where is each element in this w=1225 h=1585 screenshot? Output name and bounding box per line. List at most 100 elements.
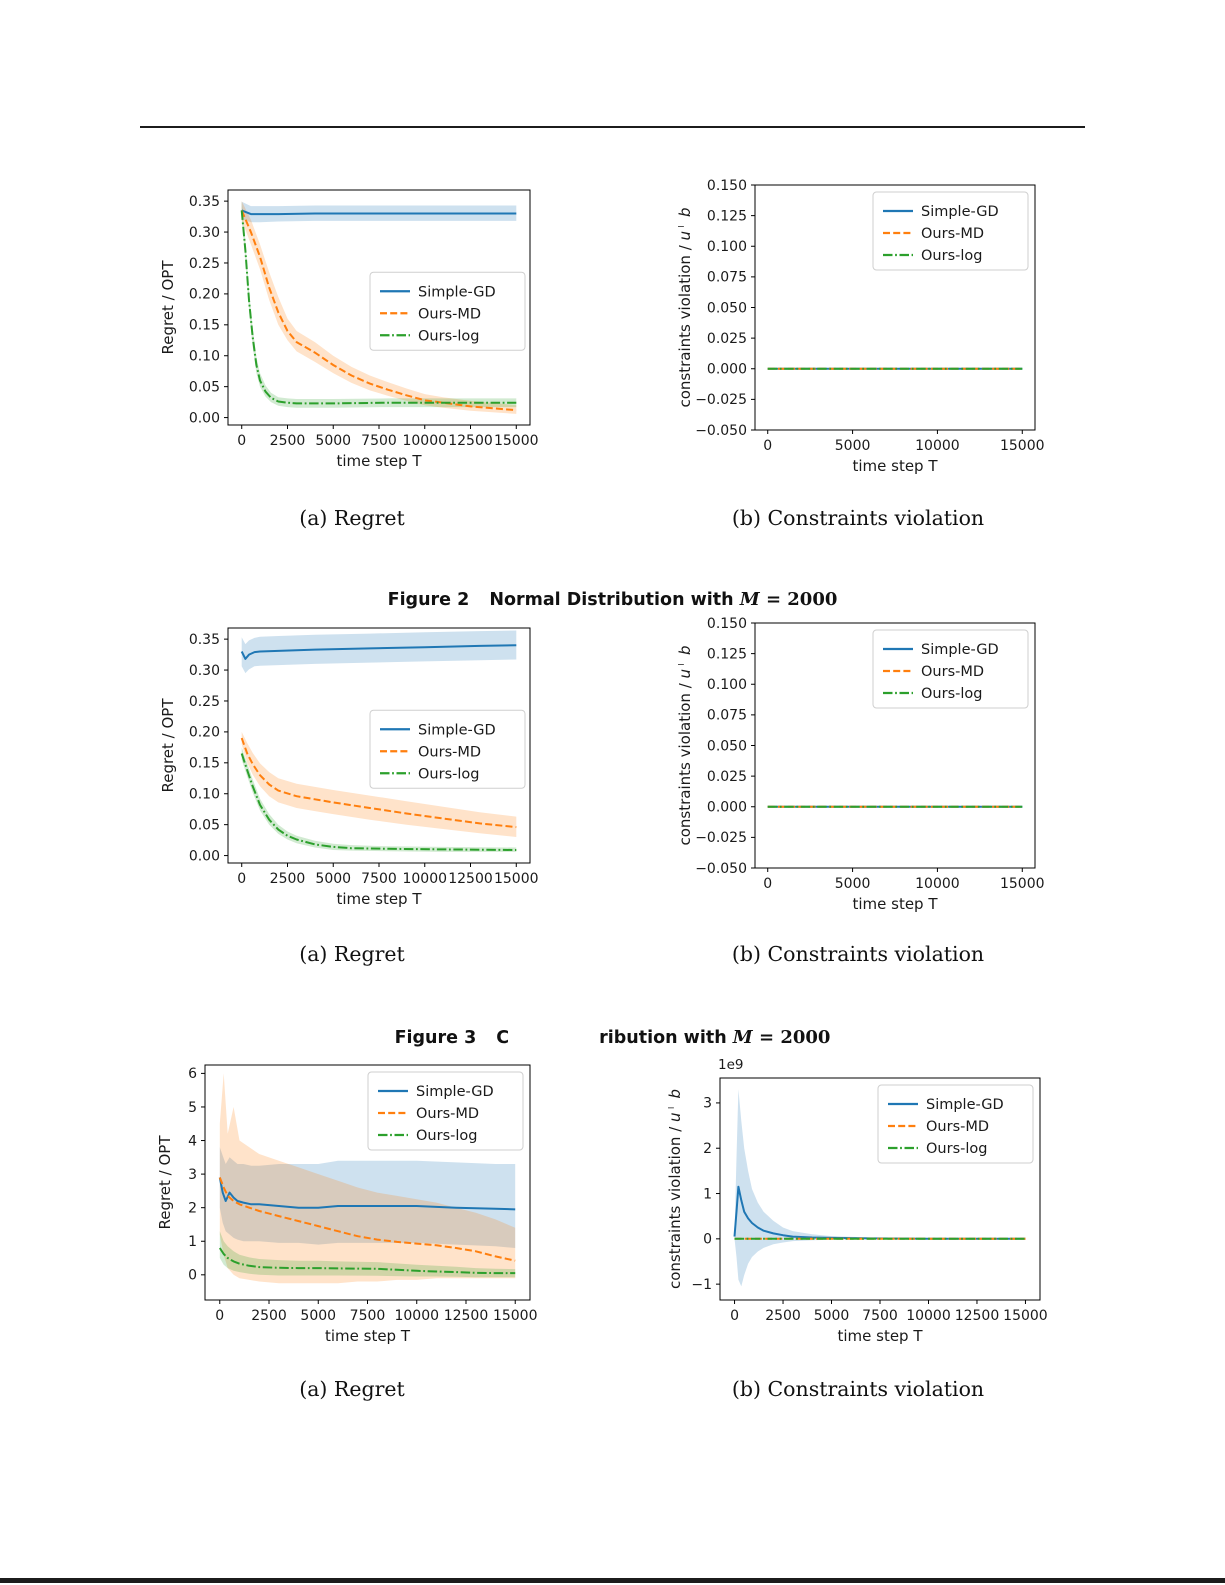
Ours-log-line [218,1247,516,1275]
legend-label-Ours-MD: Ours-MD [926,1119,989,1135]
svg-text:0.10: 0.10 [189,349,220,365]
svg-text:7500: 7500 [361,433,397,449]
svg-text:10000: 10000 [402,871,447,887]
legend-label-Simple-GD: Simple-GD [921,204,999,220]
legend-label-Ours-log: Ours-log [416,1128,477,1144]
figure4a-regret-chart: 0 2500 5000 7500 10000 12500 15000 0 1 2 3 4 5 6 time … [153,1050,553,1354]
svg-text:0: 0 [237,871,246,887]
figure2-math: M = 2000 [739,589,838,610]
svg-text:0.150: 0.150 [707,616,747,632]
svg-text:15000: 15000 [493,1308,538,1324]
svg-text:5000: 5000 [835,438,871,454]
svg-text:5000: 5000 [835,876,871,892]
svg-text:0.125: 0.125 [707,646,747,662]
figure4b-violation-chart: 0 2500 5000 7500 10000 12500 15000 −1 0 1 2 3 time s… [665,1050,1063,1364]
x-axis: 0 5000 10000 15000 [763,430,1045,454]
figure3-math: M = 2000 [732,1027,831,1048]
x-axis-label: time step T [837,1327,923,1345]
svg-text:0.10: 0.10 [189,787,220,803]
svg-text:0.075: 0.075 [707,708,747,724]
svg-text:15000: 15000 [494,871,539,887]
legend-label-Ours-MD: Ours-MD [418,744,481,760]
figure3-text-part1: C [496,1028,510,1048]
svg-text:0.050: 0.050 [707,300,747,316]
svg-text:7500: 7500 [361,871,397,887]
top-rule [140,126,1085,128]
svg-text:0.000: 0.000 [707,362,747,378]
y-axis-offset-text: 1e9 [718,1057,743,1073]
svg-text:−0.025: −0.025 [695,830,747,846]
Ours-log-line [240,210,517,405]
bottom-rule [0,1578,1225,1583]
svg-text:10000: 10000 [915,876,960,892]
Simple-GD-band [241,630,517,674]
caption-fig3b: (b) Constraints violation [732,942,984,966]
svg-text:2: 2 [703,1141,712,1157]
figure3b-violation-chart: 0 5000 10000 15000 −0.050 −0.025 0.000 0.025 0.0… [675,613,1058,917]
y-axis-label: constraints violation / u⊤ b [678,208,694,408]
Simple-GD-line [733,1185,1026,1240]
svg-text:0.000: 0.000 [707,800,747,816]
y-axis: 0.00 0.05 0.10 0.15 0.20 0.25 0.30 0.35 [189,632,228,864]
svg-text:0.35: 0.35 [189,194,220,210]
legend-label-Simple-GD: Simple-GD [416,1084,494,1100]
y-axis-label: Regret / OPT [159,698,177,793]
Ours-log-band [219,1231,516,1278]
svg-text:0: 0 [703,1232,712,1248]
x-axis: 0 2500 5000 7500 10000 12500 15000 [215,1300,538,1324]
caption-text: (b) Constraints violation [731,506,985,530]
x-axis: 0 5000 10000 15000 [763,868,1045,892]
fig3a-regret-svg: 0 2500 5000 7500 10000 12500 15000 0.00 0.05 0.10… [159,627,539,908]
svg-text:0.150: 0.150 [707,178,747,194]
legend: Simple-GD Ours-MD Ours-log [369,709,526,789]
svg-text:0: 0 [188,1268,197,1284]
x-axis: 0 2500 5000 7500 10000 12500 15000 [237,863,539,887]
y-axis-label: Regret / OPT [156,1135,174,1230]
Simple-GD-band [219,1147,516,1248]
svg-text:2: 2 [188,1200,197,1216]
y-axis: −0.050 −0.025 0.000 0.025 0.050 0.075 0.100 0.1… [695,178,755,439]
svg-text:10000: 10000 [394,1308,439,1324]
legend-label-Ours-MD: Ours-MD [921,226,984,242]
svg-text:3: 3 [188,1167,197,1183]
svg-text:0.00: 0.00 [189,848,220,864]
x-axis-label: time step T [852,895,938,913]
Ours-MD-band [241,731,517,837]
fig4a-regret-svg: 0 2500 5000 7500 10000 12500 15000 0 1 2 3 4 5 6 time … [156,1064,538,1345]
svg-text:0.075: 0.075 [707,270,747,286]
figure3a-regret-chart: 0 2500 5000 7500 10000 12500 15000 0.00 0.05 0.10… [153,613,553,917]
svg-text:10000: 10000 [402,433,447,449]
legend-label-Simple-GD: Simple-GD [418,284,496,300]
legend-label-Ours-log: Ours-log [418,766,479,782]
Simple-GD-band [241,201,517,223]
svg-text:5000: 5000 [315,871,351,887]
x-axis: 0 2500 5000 7500 10000 12500 15000 [730,1300,1048,1324]
svg-text:0.30: 0.30 [189,225,220,241]
Ours-MD-line [218,1177,516,1262]
legend-label-Ours-MD: Ours-MD [416,1106,479,1122]
Ours-MD-line [240,737,517,829]
y-axis-label: constraints violation / u⊤ b [668,1089,684,1289]
svg-text:15000: 15000 [1000,876,1045,892]
y-axis: 0 1 2 3 4 5 6 [188,1066,205,1284]
svg-text:0.05: 0.05 [189,379,220,395]
svg-text:5: 5 [188,1100,197,1116]
svg-text:0.20: 0.20 [189,287,220,303]
legend: Simple-GD Ours-MD Ours-log [369,271,526,351]
svg-text:−0.025: −0.025 [695,392,747,408]
svg-text:0.100: 0.100 [707,239,747,255]
svg-text:0.050: 0.050 [707,738,747,754]
caption-text: (a) Regret [299,506,405,530]
x-axis: 0 2500 5000 7500 10000 12500 15000 [237,425,539,449]
caption-fig3a: (a) Regret [299,942,405,966]
svg-text:0.30: 0.30 [189,663,220,679]
legend-label-Ours-log: Ours-log [921,248,982,264]
legend-label-Simple-GD: Simple-GD [926,1097,1004,1113]
legend: Simple-GD Ours-MD Ours-log [872,191,1029,271]
svg-text:0.20: 0.20 [189,725,220,741]
svg-text:5000: 5000 [315,433,351,449]
caption-fig4b: (b) Constraints violation [732,1377,984,1401]
x-axis-label: time step T [336,890,422,908]
Ours-log-line [240,753,517,851]
